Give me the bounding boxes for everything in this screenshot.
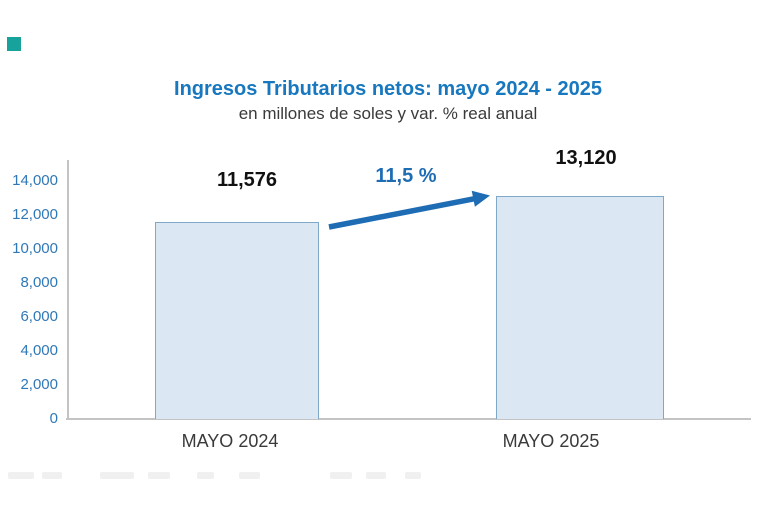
teal-accent-square [7, 37, 21, 51]
bar-mayo-2025 [496, 196, 664, 419]
chart-subtitle: en millones de soles y var. % real anual [238, 104, 538, 123]
chart-title: Ingresos Tributarios netos: mayo 2024 - … [174, 78, 602, 100]
y-tick-label: 10,000 [12, 240, 58, 257]
footer-cutoff-text-fragment [148, 472, 170, 479]
y-tick-label: 6,000 [20, 308, 58, 325]
footer-cutoff-text-fragment [42, 472, 62, 479]
footer-cutoff-text-fragment [100, 472, 134, 479]
x-axis-line [66, 418, 751, 420]
x-axis-label-mayo-2025: MAYO 2025 [502, 431, 600, 451]
bar-mayo-2024 [155, 222, 319, 419]
y-tick-label: 2,000 [20, 376, 58, 393]
y-tick-label: 14,000 [12, 172, 58, 189]
footer-cutoff-text-fragment [366, 472, 386, 479]
footer-cutoff-text-fragment [8, 472, 34, 479]
value-label-mayo-2024: 11,576 [216, 169, 278, 191]
footer-cutoff-text-fragment [405, 472, 421, 479]
footer-cutoff-text-fragment [330, 472, 352, 479]
y-tick-label: 12,000 [12, 206, 58, 223]
footer-cutoff-text-fragment [197, 472, 214, 479]
y-axis-line [67, 160, 69, 420]
y-tick-label: 8,000 [20, 274, 58, 291]
growth-percentage-label: 11,5 % [375, 165, 437, 187]
value-label-mayo-2025: 13,120 [555, 147, 617, 169]
footer-cutoff-text-fragment [239, 472, 260, 479]
y-tick-label: 0 [49, 410, 58, 427]
x-axis-label-mayo-2024: MAYO 2024 [181, 431, 279, 451]
y-tick-label: 4,000 [20, 342, 58, 359]
